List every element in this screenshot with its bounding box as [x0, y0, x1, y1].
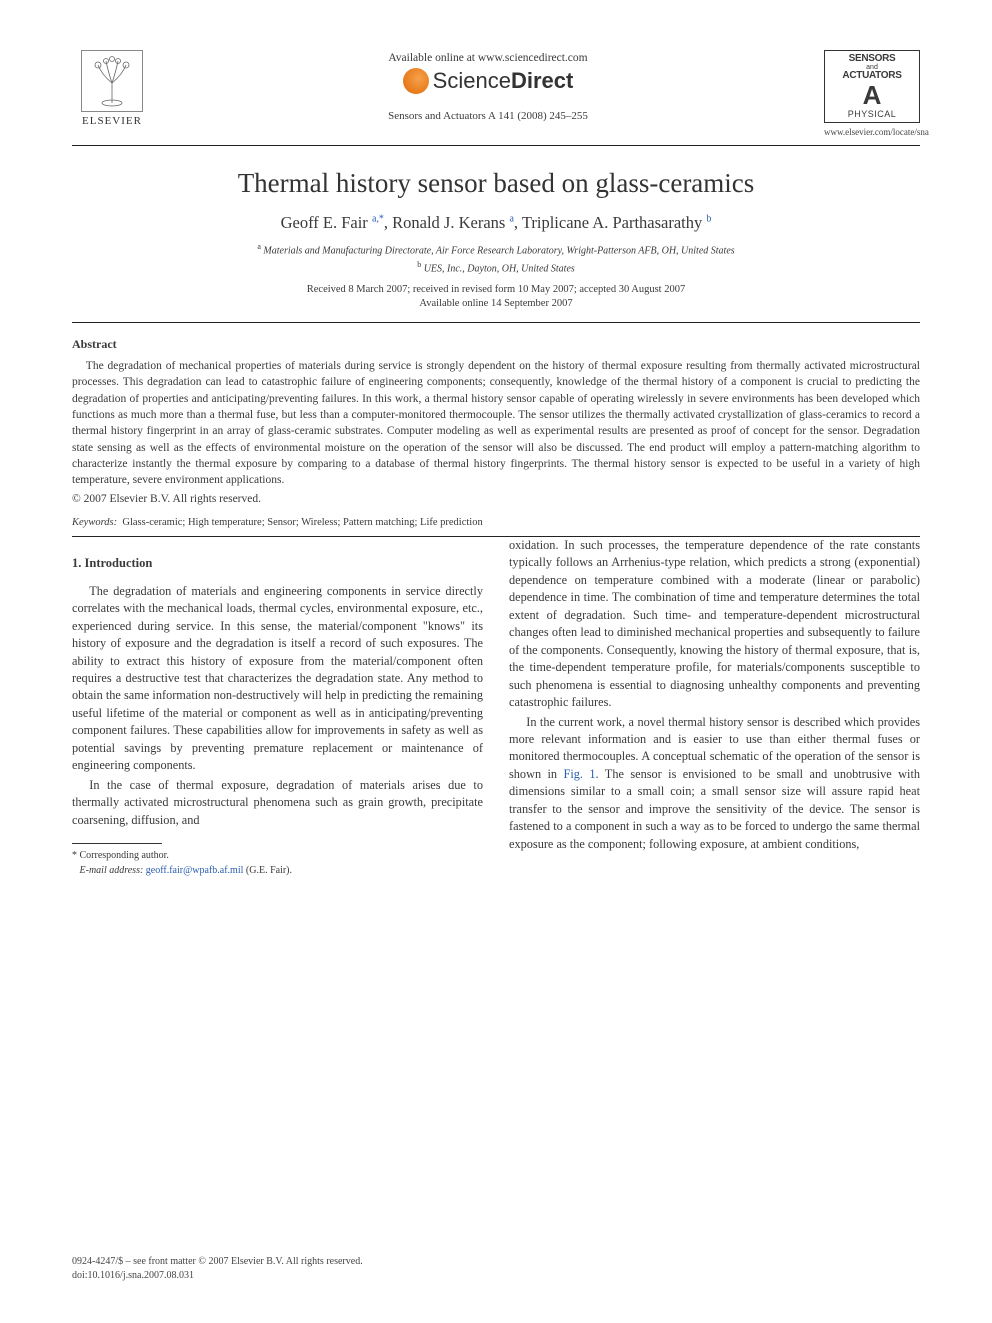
page-footer: 0924-4247/$ – see front matter © 2007 El… [72, 1255, 363, 1283]
sciencedirect-wordmark: ScienceDirect [433, 68, 574, 94]
top-rule [72, 145, 920, 146]
intro-p1: The degradation of materials and enginee… [72, 583, 483, 775]
citation-line: Sensors and Actuators A 141 (2008) 245–2… [152, 110, 824, 122]
corr-email-link[interactable]: geoff.fair@wpafb.af.mil [146, 865, 244, 876]
corresponding-block: * Corresponding author. E-mail address: … [72, 843, 483, 878]
abstract-heading: Abstract [72, 337, 920, 352]
sciencedirect-logo: ScienceDirect [403, 68, 574, 94]
keywords-text: Glass-ceramic; High temperature; Sensor;… [122, 517, 482, 528]
journal-url: www.elsevier.com/locate/sna [824, 127, 920, 137]
abstract-copyright: © 2007 Elsevier B.V. All rights reserved… [72, 491, 920, 507]
journal-logo: SENSORS and ACTUATORS A PHYSICAL www.els… [824, 50, 920, 137]
body-columns: 1. Introduction The degradation of mater… [72, 537, 920, 878]
journal-physical: PHYSICAL [827, 109, 917, 119]
sciencedirect-swoosh-icon [403, 68, 429, 94]
footer-issn: 0924-4247/$ – see front matter © 2007 El… [72, 1255, 363, 1269]
affiliation-a: a Materials and Manufacturing Directorat… [72, 241, 920, 259]
elsevier-logo: ELSEVIER [72, 50, 152, 127]
corr-email-who: (G.E. Fair). [246, 865, 292, 876]
authors-line: Geoff E. Fair a,*, Ronald J. Kerans a, T… [72, 213, 920, 233]
keywords-line: Keywords: Glass-ceramic; High temperatur… [72, 517, 920, 528]
journal-box: SENSORS and ACTUATORS A PHYSICAL [824, 50, 920, 123]
received-line: Received 8 March 2007; received in revis… [72, 283, 920, 298]
elsevier-wordmark: ELSEVIER [82, 115, 142, 127]
intro-p2a: In the case of thermal exposure, degrada… [72, 777, 483, 829]
page-header: ELSEVIER Available online at www.science… [72, 50, 920, 137]
section-title: Introduction [85, 556, 153, 570]
affiliations: a Materials and Manufacturing Directorat… [72, 241, 920, 277]
center-header: Available online at www.sciencedirect.co… [152, 50, 824, 122]
article-dates: Received 8 March 2007; received in revis… [72, 283, 920, 312]
corr-email-label: E-mail address: [80, 865, 144, 876]
elsevier-tree-icon [81, 50, 143, 112]
corr-author-label: * Corresponding author. [72, 848, 483, 863]
intro-p2b: oxidation. In such processes, the temper… [509, 537, 920, 712]
available-online-line: Available online 14 September 2007 [72, 297, 920, 312]
intro-p3: In the current work, a novel thermal his… [509, 714, 920, 854]
section-1-heading: 1. Introduction [72, 555, 483, 573]
article-title: Thermal history sensor based on glass-ce… [72, 168, 920, 199]
journal-sensors: SENSORS [827, 54, 917, 64]
footer-doi: doi:10.1016/j.sna.2007.08.031 [72, 1269, 363, 1283]
corr-divider [72, 843, 162, 844]
abstract-body: The degradation of mechanical properties… [72, 358, 920, 507]
abstract-text: The degradation of mechanical properties… [72, 358, 920, 489]
section-number: 1. [72, 556, 81, 570]
abstract-top-rule [72, 322, 920, 323]
affiliation-b: b UES, Inc., Dayton, OH, United States [72, 259, 920, 277]
journal-letter-a: A [827, 82, 917, 108]
keywords-label: Keywords: [72, 517, 117, 528]
corr-email-line: E-mail address: geoff.fair@wpafb.af.mil … [72, 863, 483, 878]
available-online-text: Available online at www.sciencedirect.co… [152, 52, 824, 64]
